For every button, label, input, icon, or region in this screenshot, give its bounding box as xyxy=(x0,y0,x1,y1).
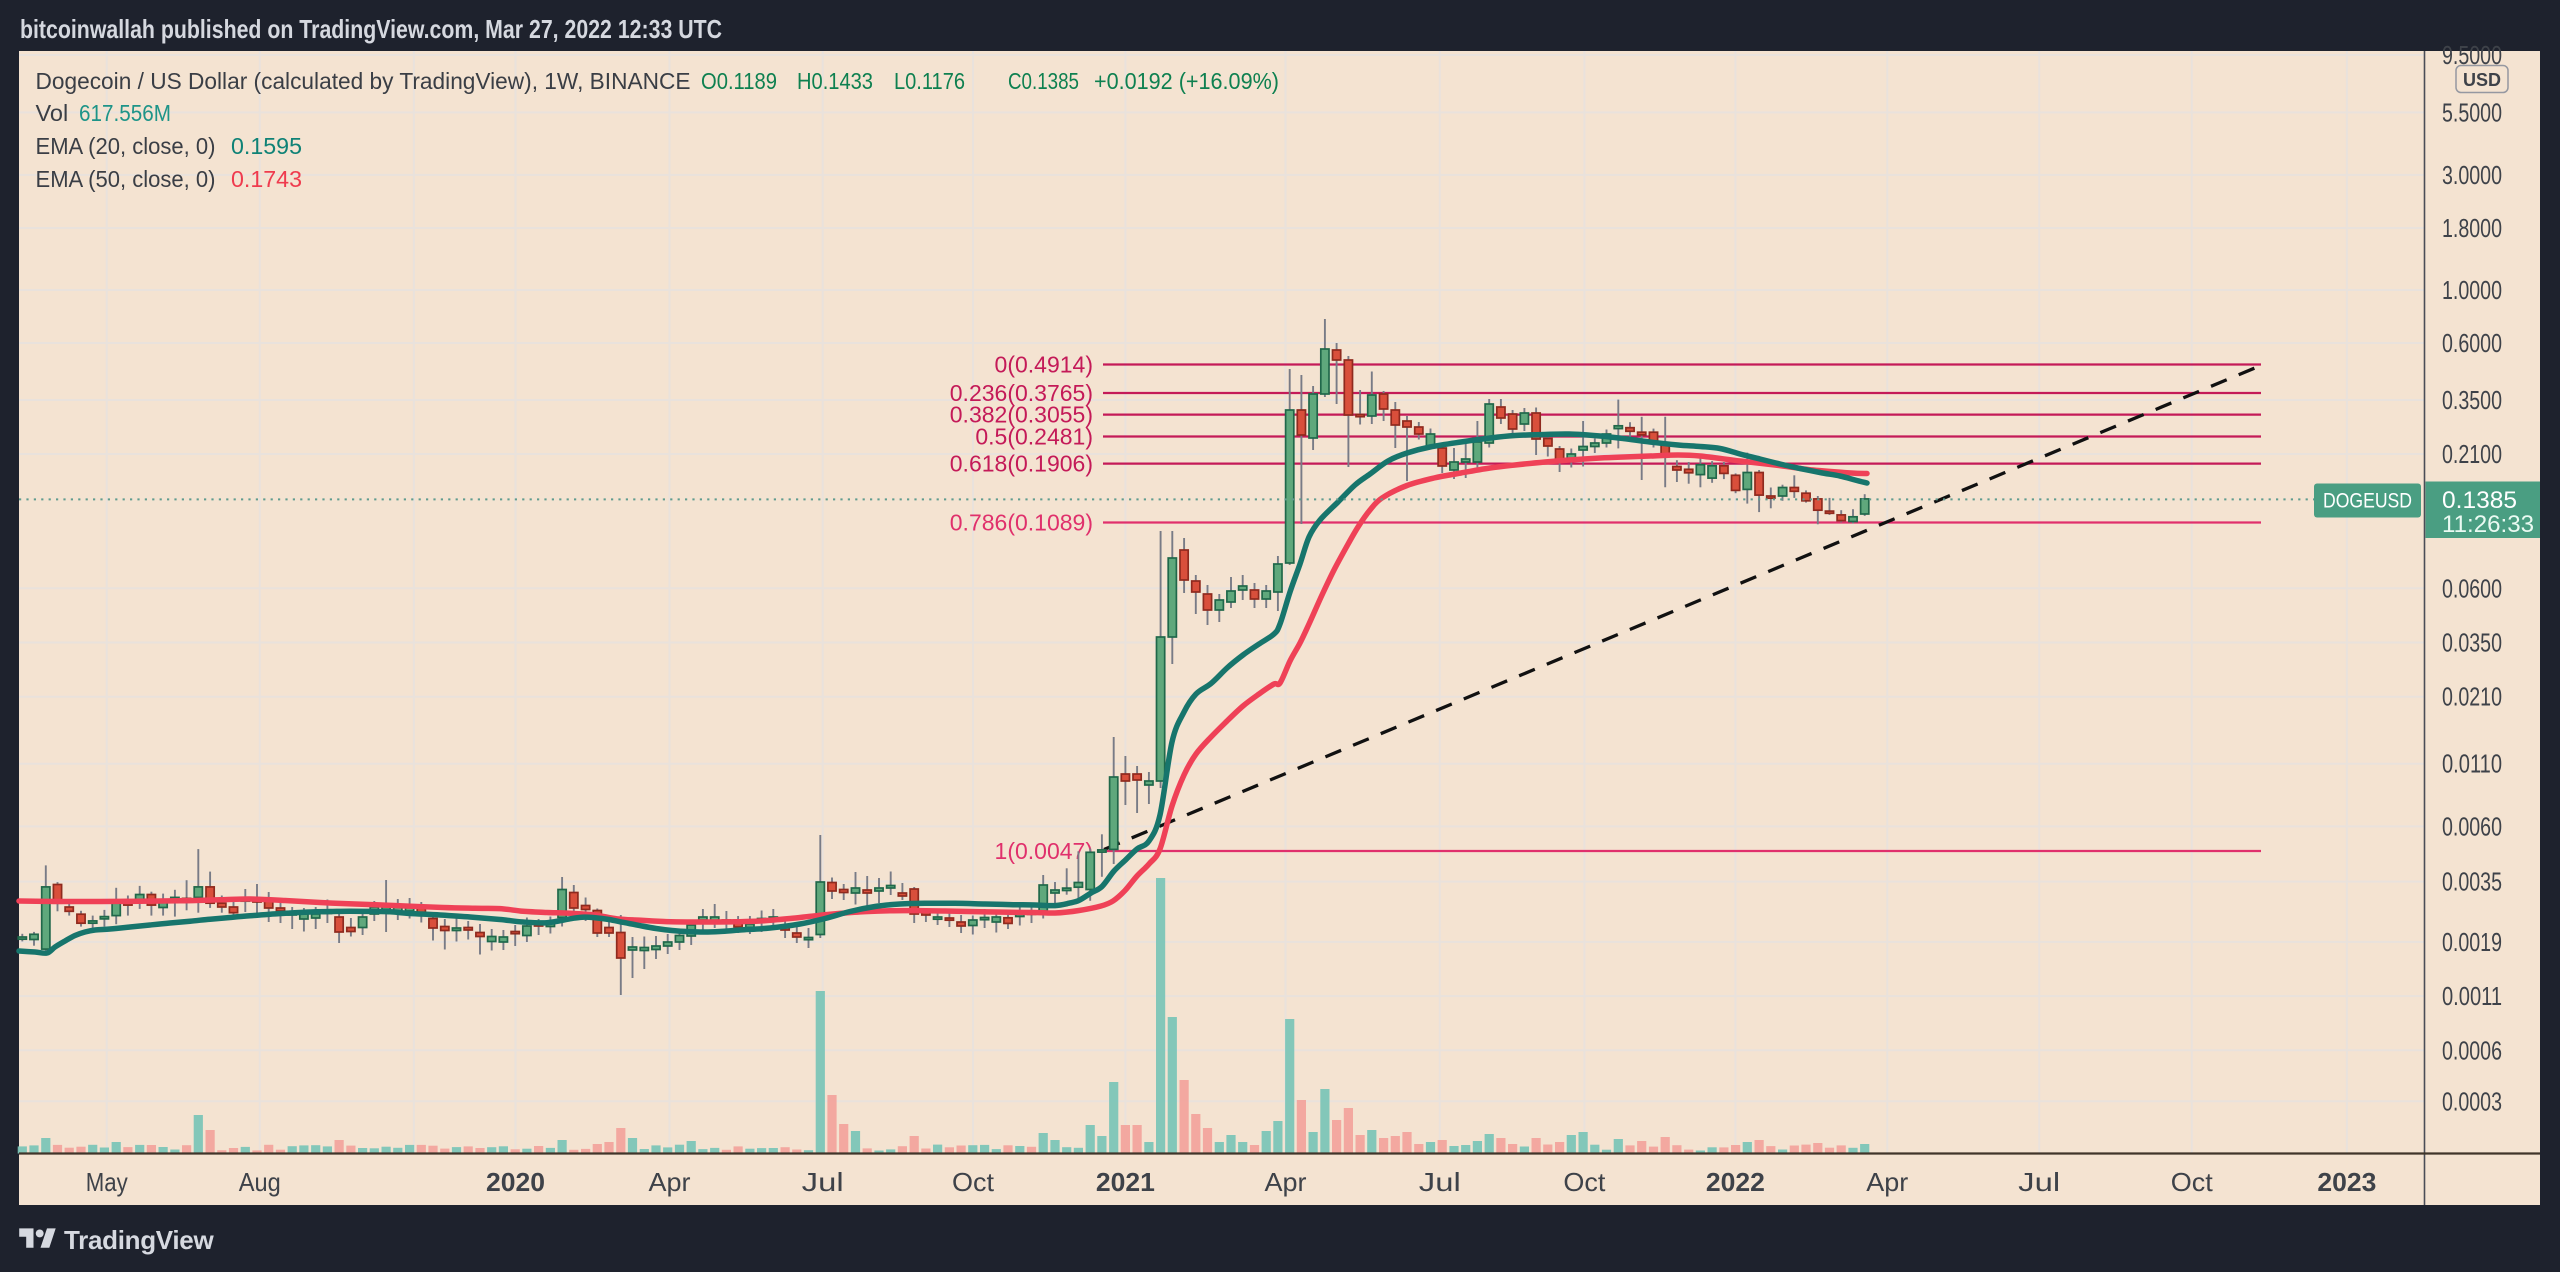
svg-text:1.8000: 1.8000 xyxy=(2442,213,2502,243)
svg-text:0.0019: 0.0019 xyxy=(2442,927,2502,957)
svg-text:0.0600: 0.0600 xyxy=(2442,573,2502,603)
svg-text:0.0011: 0.0011 xyxy=(2442,981,2502,1011)
svg-text:Apr: Apr xyxy=(649,1167,691,1197)
svg-text:0.0003: 0.0003 xyxy=(2442,1086,2502,1116)
svg-text:2021: 2021 xyxy=(1096,1167,1155,1197)
svg-text:0.6000: 0.6000 xyxy=(2442,328,2502,358)
svg-text:TradingView: TradingView xyxy=(64,1225,214,1255)
svg-text:Dogecoin / US Dollar (calculat: Dogecoin / US Dollar (calculated by Trad… xyxy=(36,68,1280,94)
svg-text:Oct: Oct xyxy=(2171,1167,2214,1197)
svg-text:0.382(0.3055): 0.382(0.3055) xyxy=(950,402,1093,428)
svg-text:0.3500: 0.3500 xyxy=(2442,385,2502,415)
svg-text:0.0006: 0.0006 xyxy=(2442,1035,2502,1065)
svg-text:0.0060: 0.0060 xyxy=(2442,811,2502,841)
svg-text:DOGEUSD: DOGEUSD xyxy=(2323,490,2412,513)
svg-text:2022: 2022 xyxy=(1706,1167,1765,1197)
svg-text:bitcoinwallah published on Tra: bitcoinwallah published on TradingView.c… xyxy=(20,14,722,44)
svg-text:3.0000: 3.0000 xyxy=(2442,160,2502,190)
svg-text:11:26:33: 11:26:33 xyxy=(2442,511,2534,538)
svg-text:0.2100: 0.2100 xyxy=(2442,439,2502,469)
svg-text:2020: 2020 xyxy=(486,1167,545,1197)
svg-text:0.236(0.3765): 0.236(0.3765) xyxy=(950,380,1093,406)
svg-text:USD: USD xyxy=(2463,70,2501,90)
svg-text:Oct: Oct xyxy=(952,1167,995,1197)
svg-text:5.5000: 5.5000 xyxy=(2442,97,2502,127)
svg-text:May: May xyxy=(86,1167,128,1197)
svg-text:0.5(0.2481): 0.5(0.2481) xyxy=(975,424,1093,450)
svg-text:0.786(0.1089): 0.786(0.1089) xyxy=(950,510,1093,536)
svg-text:1(0.0047): 1(0.0047) xyxy=(995,838,1093,864)
svg-text:EMA (20, close, 0)0.1595: EMA (20, close, 0) 0.1595 xyxy=(36,133,303,159)
svg-text:1.0000: 1.0000 xyxy=(2442,275,2502,305)
svg-text:0.0035: 0.0035 xyxy=(2442,867,2502,897)
svg-text:Apr: Apr xyxy=(1265,1167,1307,1197)
svg-text:Oct: Oct xyxy=(1563,1167,1606,1197)
svg-text:0.1385: 0.1385 xyxy=(2442,487,2517,514)
svg-text:Jul: Jul xyxy=(1419,1167,1461,1197)
svg-text:0.618(0.1906): 0.618(0.1906) xyxy=(950,451,1093,477)
svg-text:2023: 2023 xyxy=(2317,1167,2376,1197)
svg-text:0(0.4914): 0(0.4914) xyxy=(995,352,1093,378)
svg-text:0.0350: 0.0350 xyxy=(2442,628,2502,658)
svg-text:EMA (50, close, 0)0.1743: EMA (50, close, 0) 0.1743 xyxy=(36,166,303,192)
svg-text:Jul: Jul xyxy=(802,1167,844,1197)
svg-text:0.0210: 0.0210 xyxy=(2442,682,2502,712)
svg-text:0.0110: 0.0110 xyxy=(2442,749,2502,779)
svg-text:Aug: Aug xyxy=(239,1167,281,1197)
svg-text:Jul: Jul xyxy=(2018,1167,2060,1197)
svg-text:Apr: Apr xyxy=(1866,1167,1908,1197)
